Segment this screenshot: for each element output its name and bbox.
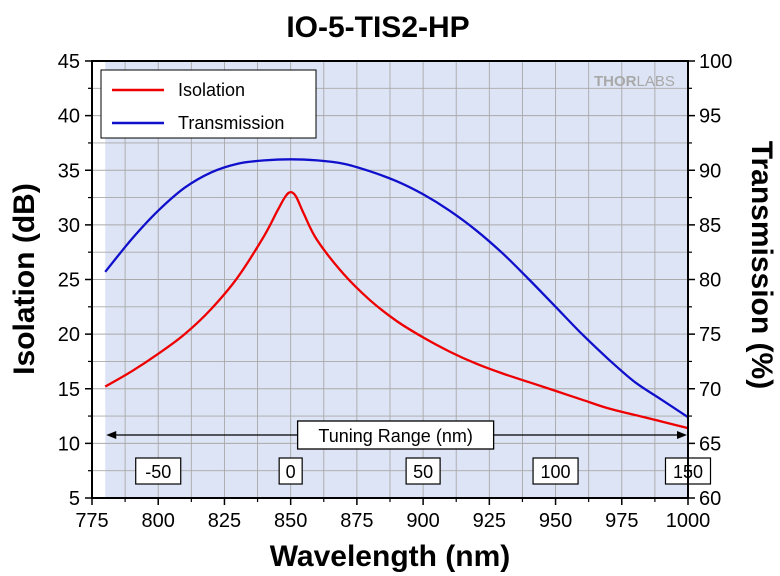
tuning-marker-box — [278, 457, 303, 485]
y2-tick-label: 80 — [699, 270, 721, 292]
x-tick-label: 825 — [208, 510, 241, 532]
series-line-transmission — [104, 158, 689, 419]
thorlabs-logo: THORLABS — [594, 73, 675, 90]
legend: Isolation Transmission — [100, 69, 317, 139]
y2-tick-label: 85 — [699, 215, 721, 237]
tuning-marker-label: 100 — [541, 462, 571, 482]
x-tick-label: 800 — [142, 510, 175, 532]
y-tick-label: 20 — [58, 324, 80, 346]
tuning-range-label-box — [296, 420, 495, 450]
tuning-marker-label: 50 — [413, 462, 433, 482]
legend-isolation-label: Isolation — [178, 80, 245, 100]
legend-transmission-label: Transmission — [178, 113, 284, 133]
x-tick-label: 950 — [539, 510, 572, 532]
y-tick-label: 40 — [58, 106, 80, 128]
tuning-marker-box — [405, 457, 441, 485]
y-tick-label: 15 — [58, 379, 80, 401]
tuning-marker-label: -50 — [145, 462, 171, 482]
tuning-marker-label: 0 — [286, 462, 296, 482]
x-tick-label: 1000 — [666, 510, 711, 532]
x-tick-label: 850 — [274, 510, 307, 532]
legend-box — [100, 69, 317, 139]
y2-tick-label: 100 — [699, 51, 732, 73]
y-tick-label: 10 — [58, 433, 80, 455]
tuning-marker-box — [532, 457, 579, 485]
logo-light: LABS — [637, 73, 675, 90]
y-tick-label: 5 — [69, 488, 80, 510]
y2-tick-label: 95 — [699, 106, 721, 128]
y2-tick-label: 90 — [699, 160, 721, 182]
y2-tick-label: 75 — [699, 324, 721, 346]
svg-text:THORLABS: THORLABS — [594, 73, 675, 90]
y2-tick-label: 70 — [699, 379, 721, 401]
y-tick-label: 35 — [58, 160, 80, 182]
tuning-marker-box — [135, 457, 182, 485]
y-tick-label: 25 — [58, 270, 80, 292]
logo-bold: THOR — [594, 73, 637, 90]
series-layer — [104, 158, 689, 430]
tuning-range-arrow-right — [677, 431, 687, 439]
y-tick-label: 30 — [58, 215, 80, 237]
y-tick-label: 45 — [58, 51, 80, 73]
tuning-range-arrow-left — [106, 431, 117, 439]
y2-axis-ticks: 60 65 70 75 80 85 90 95 100 — [688, 51, 732, 510]
series-line-isolation — [104, 190, 689, 430]
x-axis-ticks: 775 800 825 850 875 900 925 950 975 1000 — [75, 498, 710, 532]
tuning-range-annotation: Tuning Range (nm) — [106, 420, 687, 450]
y2-tick-label: 60 — [699, 488, 721, 510]
chart-title: IO-5-TIS2-HP — [286, 11, 469, 44]
x-axis-title: Wavelength (nm) — [270, 540, 511, 573]
x-tick-label: 925 — [473, 510, 506, 532]
y2-axis-title: Transmission (%) — [745, 141, 778, 389]
x-tick-label: 975 — [605, 510, 638, 532]
x-tick-label: 875 — [340, 510, 373, 532]
y-axis-ticks: 5 10 15 20 25 30 35 40 45 — [58, 51, 92, 510]
x-tick-label: 900 — [406, 510, 439, 532]
x-tick-label: 775 — [75, 510, 108, 532]
y-axis-title: Isolation (dB) — [8, 183, 41, 375]
y2-tick-label: 65 — [699, 433, 721, 455]
tuning-range-label: Tuning Range (nm) — [318, 426, 472, 446]
